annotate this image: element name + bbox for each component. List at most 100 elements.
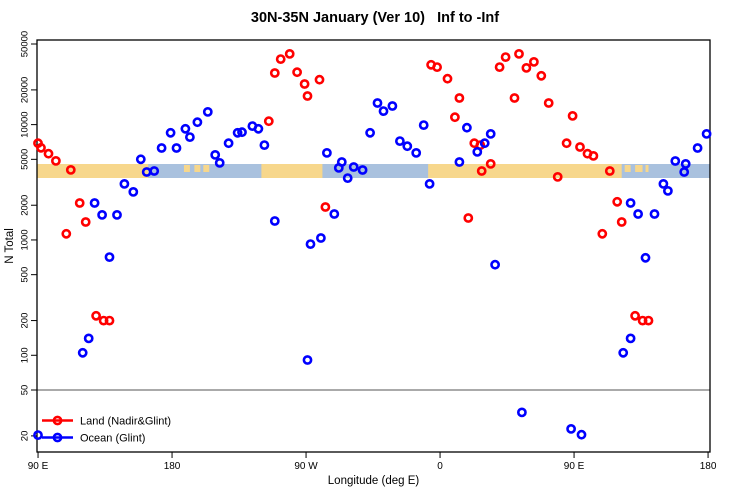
data-point — [171, 143, 182, 153]
data-point — [43, 148, 54, 159]
data-point — [97, 209, 107, 220]
data-point — [112, 209, 122, 220]
data-point — [529, 57, 539, 67]
data-point — [302, 355, 313, 365]
data-point — [214, 157, 225, 168]
y-tick-label: 5000 — [20, 149, 31, 170]
y-tick-label: 50000 — [20, 31, 31, 57]
map-band-land — [37, 164, 149, 178]
data-point — [461, 122, 472, 133]
data-point — [517, 407, 527, 418]
data-point — [640, 252, 651, 263]
map-band-island — [624, 165, 631, 172]
y-tick-label: 200 — [20, 313, 31, 329]
data-point — [299, 79, 310, 89]
data-point — [490, 259, 500, 270]
data-point — [494, 62, 505, 72]
data-point — [77, 347, 88, 358]
legend-marker-icon — [52, 432, 63, 443]
data-point — [649, 209, 660, 219]
x-axis-label: Longitude (deg E) — [327, 475, 420, 487]
data-point — [552, 171, 563, 182]
data-point — [476, 166, 487, 176]
data-point — [472, 146, 483, 157]
data-point — [65, 164, 76, 175]
data-point — [670, 156, 681, 166]
data-point — [61, 228, 72, 239]
data-point — [365, 127, 375, 138]
data-point — [320, 202, 331, 212]
data-point — [202, 107, 213, 117]
data-point — [259, 140, 270, 150]
data-point — [269, 68, 280, 78]
data-point — [357, 165, 368, 175]
x-tick-label: 90 E — [28, 461, 49, 472]
data-point — [89, 198, 100, 208]
data-point — [80, 217, 91, 227]
data-point — [442, 73, 453, 84]
data-point — [625, 333, 636, 344]
data-point — [411, 147, 422, 158]
data-point — [253, 123, 264, 134]
data-point — [387, 101, 398, 111]
data-point — [514, 49, 524, 59]
map-band-island — [635, 165, 643, 172]
data-point — [263, 116, 274, 127]
data-point — [51, 155, 61, 166]
data-point — [269, 216, 280, 226]
map-band-land — [428, 164, 622, 178]
data-point — [348, 162, 359, 172]
data-point — [165, 127, 176, 138]
data-point — [119, 178, 130, 189]
data-point — [637, 315, 648, 326]
y-tick-label: 50 — [20, 385, 31, 396]
data-point — [680, 158, 691, 169]
data-point — [305, 239, 316, 249]
data-point — [588, 150, 599, 161]
data-point — [597, 228, 608, 239]
data-point — [394, 136, 405, 146]
data-point — [432, 62, 442, 72]
data-point — [128, 186, 139, 197]
data-point — [321, 147, 332, 158]
map-band-island — [645, 165, 649, 172]
x-tick-label: 180 — [700, 461, 717, 472]
data-point — [485, 158, 496, 169]
data-point — [36, 142, 46, 153]
land-series — [33, 49, 654, 326]
ocean-series — [33, 98, 712, 440]
map-band-island — [194, 165, 201, 172]
data-point — [663, 185, 673, 196]
data-point — [567, 111, 578, 121]
data-point — [135, 154, 146, 165]
data-point — [329, 209, 340, 219]
data-point — [314, 74, 325, 85]
x-tick-label: 0 — [437, 461, 443, 472]
y-tick-label: 20000 — [20, 77, 31, 103]
data-point — [275, 54, 286, 64]
y-tick-label: 10000 — [20, 111, 31, 137]
map-band-island — [183, 165, 190, 172]
data-point — [91, 310, 101, 321]
data-point — [679, 167, 690, 177]
data-point — [500, 52, 511, 62]
data-point — [454, 157, 465, 167]
data-point — [333, 162, 344, 173]
data-point — [424, 178, 435, 189]
data-point — [284, 49, 295, 59]
data-point — [576, 429, 587, 440]
data-point — [149, 166, 160, 176]
data-point — [630, 310, 640, 321]
data-point — [618, 347, 629, 358]
data-point — [232, 127, 243, 138]
data-point — [402, 141, 413, 152]
legend-label: Land (Nadir&Glint) — [80, 415, 171, 427]
data-point — [479, 138, 490, 149]
data-point — [566, 423, 576, 434]
y-tick-label: 2000 — [20, 195, 31, 216]
data-point — [292, 67, 302, 78]
data-point — [643, 315, 654, 326]
data-point — [561, 138, 572, 149]
y-axis-label: N Total — [4, 228, 16, 264]
